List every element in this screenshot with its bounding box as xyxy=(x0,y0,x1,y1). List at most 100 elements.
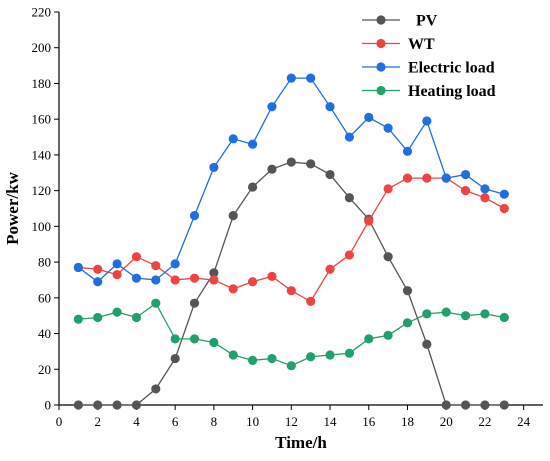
data-point-electric-load xyxy=(73,262,83,273)
data-point-wt xyxy=(131,252,142,262)
x-tick-label: 2 xyxy=(94,414,101,429)
y-tick-label: 80 xyxy=(38,255,51,270)
series-line-wt xyxy=(78,177,505,303)
data-point-pv xyxy=(228,211,238,221)
data-point-electric-load xyxy=(112,259,122,269)
data-point-electric-load xyxy=(344,132,354,142)
data-point-pv xyxy=(209,268,219,278)
data-point-pv xyxy=(441,400,451,410)
data-point-electric-load xyxy=(460,169,471,180)
data-point-wt xyxy=(112,269,122,280)
data-point-wt xyxy=(209,275,219,285)
data-point-wt xyxy=(228,284,238,294)
data-point-heating-load xyxy=(73,314,83,324)
x-tick-label: 24 xyxy=(517,414,531,429)
data-point-pv xyxy=(422,339,432,349)
data-point-wt xyxy=(151,261,161,271)
data-point-wt xyxy=(306,296,316,306)
x-tick-label: 4 xyxy=(133,414,140,429)
legend-label: Electric load xyxy=(408,60,495,77)
legend-item-wt: WT xyxy=(362,36,435,53)
y-tick-label: 120 xyxy=(32,183,52,198)
data-point-wt xyxy=(402,173,413,183)
data-point-pv xyxy=(325,169,335,180)
data-point-wt xyxy=(93,264,103,274)
data-point-pv xyxy=(189,298,200,308)
data-point-pv xyxy=(383,252,393,262)
data-point-electric-load xyxy=(170,259,180,269)
legend: PV WT Electric load Heating load xyxy=(362,13,496,100)
data-point-pv xyxy=(306,159,316,169)
data-point-heating-load xyxy=(151,298,161,308)
data-point-heating-load xyxy=(383,330,393,340)
data-point-pv xyxy=(344,193,354,203)
x-axis-title: Time/h xyxy=(275,433,327,452)
legend-item-heating-load: Heating load xyxy=(362,83,496,100)
y-axis-title: Power/kw xyxy=(3,171,22,244)
data-point-heating-load xyxy=(306,352,316,362)
y-axis-ticks: 0 20 40 60 80 100 120 140 160 180 200 220 xyxy=(32,5,59,413)
y-tick-label: 140 xyxy=(32,147,52,162)
data-point-heating-load xyxy=(344,348,354,358)
y-tick-label: 40 xyxy=(38,326,51,341)
data-point-electric-load xyxy=(209,162,219,173)
series-electric-load xyxy=(73,73,509,287)
data-point-pv xyxy=(93,400,103,410)
data-point-electric-load xyxy=(228,134,238,144)
y-tick-label: 200 xyxy=(32,40,52,55)
legend-marker xyxy=(376,62,386,72)
data-point-electric-load xyxy=(131,273,142,283)
data-point-wt xyxy=(383,184,393,194)
data-point-pv xyxy=(131,400,142,410)
y-tick-label: 180 xyxy=(32,76,52,91)
data-point-electric-load xyxy=(189,211,200,221)
y-tick-label: 220 xyxy=(32,5,52,20)
data-point-electric-load xyxy=(325,102,335,112)
data-point-wt xyxy=(170,275,180,285)
data-point-heating-load xyxy=(170,334,180,344)
data-point-heating-load xyxy=(209,337,219,348)
data-point-heating-load xyxy=(189,334,200,344)
data-point-electric-load xyxy=(499,189,509,199)
legend-label: WT xyxy=(408,36,435,53)
data-point-pv xyxy=(73,400,83,410)
x-tick-label: 16 xyxy=(362,414,376,429)
data-point-heating-load xyxy=(131,312,142,323)
x-tick-label: 8 xyxy=(211,414,218,429)
data-point-electric-load xyxy=(267,102,277,112)
data-point-electric-load xyxy=(248,139,258,149)
data-point-wt xyxy=(422,173,432,183)
series-heating-load xyxy=(73,298,509,371)
x-tick-label: 20 xyxy=(440,414,453,429)
legend-item-electric-load: Electric load xyxy=(362,60,495,77)
data-point-pv xyxy=(499,400,509,410)
data-point-wt xyxy=(499,203,509,214)
data-point-heating-load xyxy=(460,311,471,321)
data-point-pv xyxy=(402,286,413,296)
x-tick-label: 18 xyxy=(401,414,414,429)
y-tick-label: 20 xyxy=(38,362,51,377)
data-point-pv xyxy=(286,157,296,167)
data-point-wt xyxy=(344,250,354,260)
data-point-pv xyxy=(480,400,490,410)
y-tick-label: 160 xyxy=(32,112,52,127)
data-point-electric-load xyxy=(286,73,296,83)
data-point-pv xyxy=(248,182,258,192)
x-tick-label: 10 xyxy=(246,414,259,429)
data-point-heating-load xyxy=(402,318,413,328)
data-point-wt xyxy=(325,264,335,274)
data-point-electric-load xyxy=(306,73,316,83)
data-point-electric-load xyxy=(93,277,103,287)
data-point-heating-load xyxy=(248,355,258,365)
data-point-heating-load xyxy=(325,350,335,360)
data-point-pv xyxy=(170,353,180,364)
data-point-wt xyxy=(189,273,200,283)
data-point-electric-load xyxy=(441,173,451,183)
data-point-heating-load xyxy=(441,307,451,317)
data-point-heating-load xyxy=(112,307,122,317)
x-axis-ticks: 0 2 4 6 8 10 12 14 16 18 20 22 24 xyxy=(56,405,531,429)
data-point-electric-load xyxy=(422,116,432,126)
y-tick-label: 60 xyxy=(38,290,51,305)
series-wt xyxy=(73,173,509,306)
x-tick-label: 12 xyxy=(285,414,298,429)
